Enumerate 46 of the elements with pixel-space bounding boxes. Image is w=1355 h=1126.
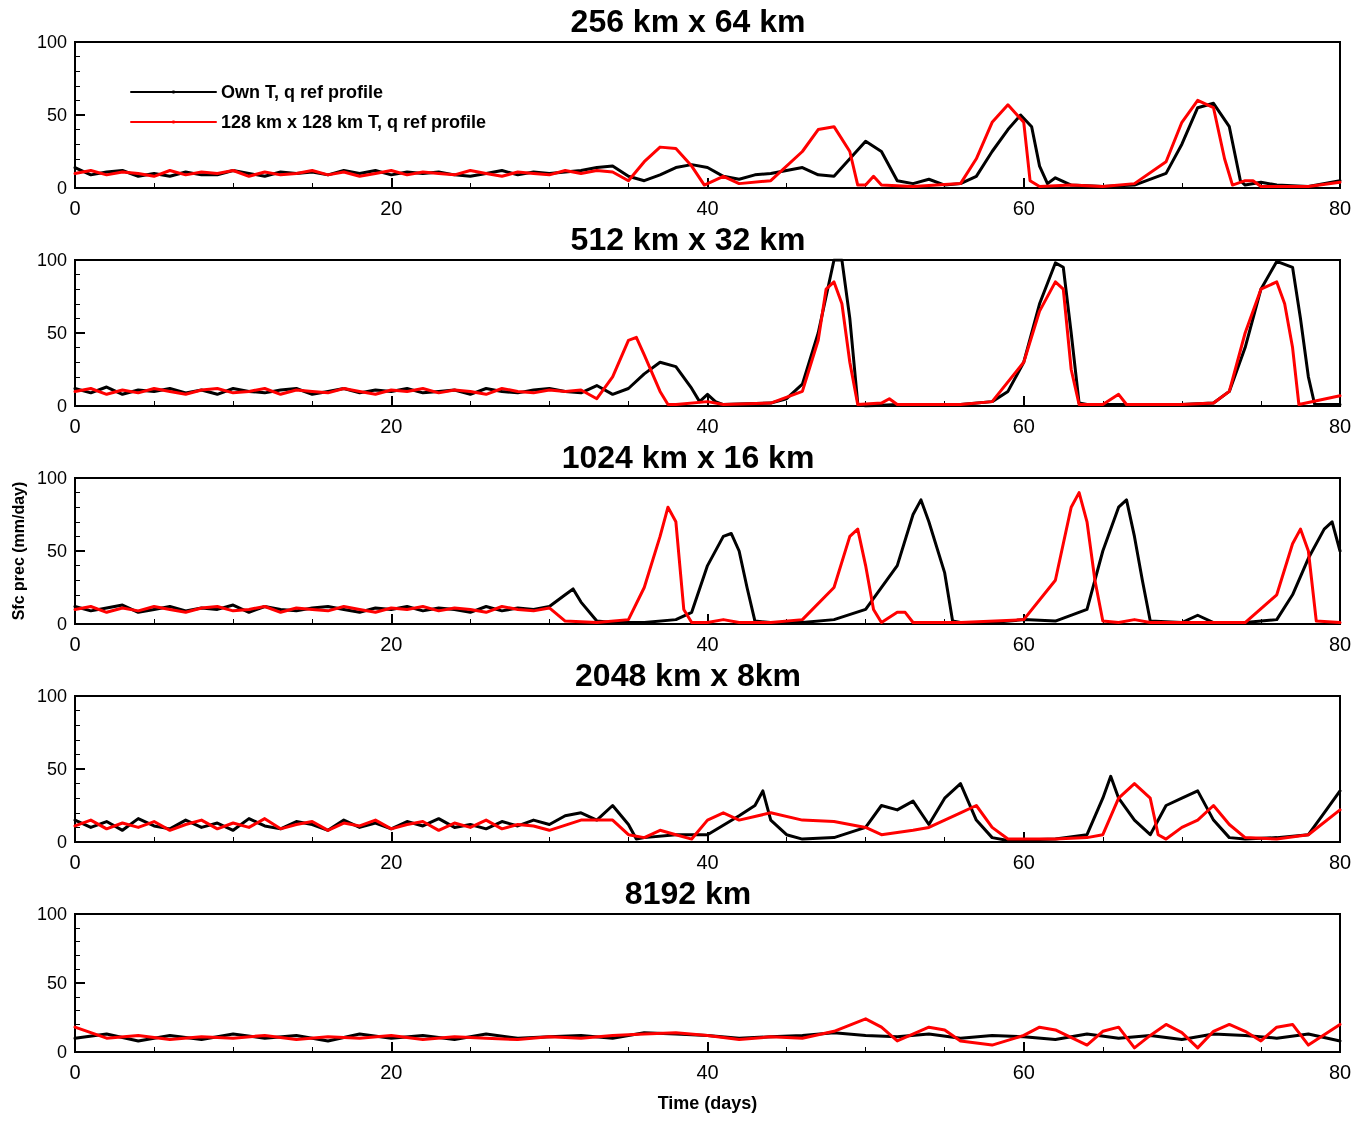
y-tick-label: 50 [46,759,67,779]
legend-label: Own T, q ref profile [221,82,384,102]
x-tick-label: 60 [1012,851,1035,873]
y-tick-label: 100 [36,250,67,270]
y-axis-title: Sfc prec (mm/day) [9,481,27,621]
x-tick-label: 20 [380,415,403,437]
x-tick-label: 40 [696,415,719,437]
y-tick-label: 100 [36,32,67,52]
y-tick-label: 0 [56,832,67,852]
x-tick-label: 80 [1328,633,1352,655]
x-axis-title: Time (days) [657,1093,758,1113]
chart-title: 256 km x 64 km [570,3,806,39]
x-tick-label: 80 [1328,1061,1352,1083]
line-series [73,1017,1342,1050]
y-tick-label: 50 [46,541,67,561]
x-tick-label: 80 [1328,851,1352,873]
y-tick-label: 0 [56,178,67,198]
x-tick-label: 20 [380,1061,403,1083]
x-tick-label: 80 [1328,415,1352,437]
x-tick-label: 40 [696,851,719,873]
x-tick-label: 20 [380,197,403,219]
chart-title: 2048 km x 8km [575,657,801,693]
legend-label: 128 km x 128 km T, q ref profile [221,112,487,132]
y-tick-label: 50 [46,105,67,125]
y-tick-label: 0 [56,1042,67,1062]
chart-title: 8192 km [624,875,752,911]
x-tick-label: 60 [1012,197,1035,219]
y-tick-label: 100 [36,904,67,924]
x-tick-label: 60 [1012,1061,1035,1083]
chart-title: 512 km x 32 km [570,221,806,257]
y-tick-label: 50 [46,323,67,343]
x-tick-label: 20 [380,633,403,655]
chart-title: 1024 km x 16 km [561,439,815,475]
x-tick-label: 60 [1012,415,1035,437]
y-tick-label: 100 [36,468,67,488]
y-tick-label: 50 [46,973,67,993]
y-tick-label: 0 [56,396,67,416]
x-tick-label: 40 [696,197,719,219]
x-tick-label: 40 [696,633,719,655]
x-tick-label: 80 [1328,197,1352,219]
x-tick-label: 60 [1012,633,1035,655]
x-tick-label: 40 [696,1061,719,1083]
line-series [73,280,1342,407]
x-tick-label: 20 [380,851,403,873]
y-tick-label: 0 [56,614,67,634]
y-tick-label: 100 [36,686,67,706]
